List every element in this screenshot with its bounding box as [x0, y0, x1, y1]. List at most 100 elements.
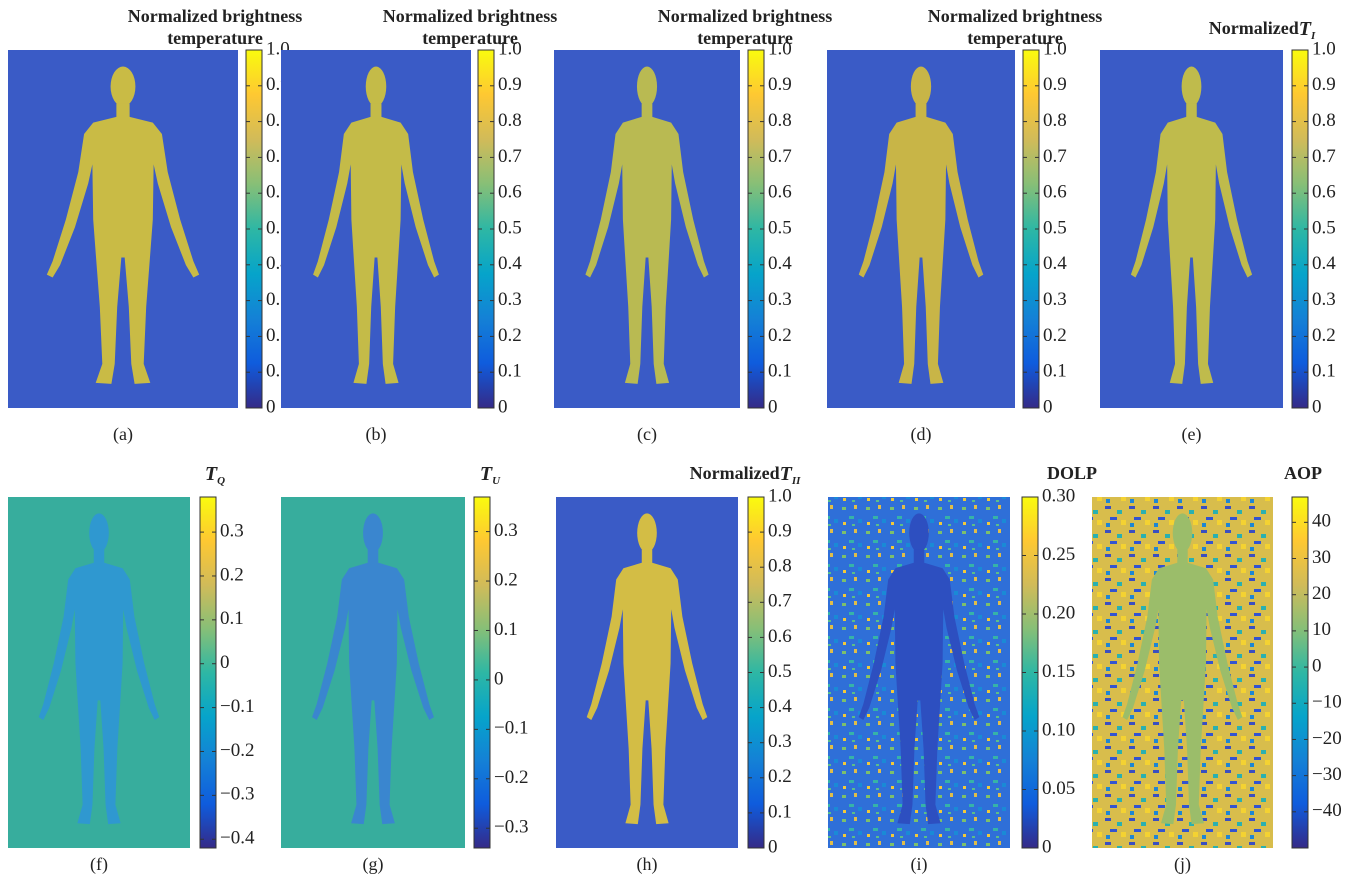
tick-label: 0.4	[1043, 253, 1067, 274]
tick-label: −0.4	[220, 828, 255, 849]
tick-label: 0.05	[1042, 778, 1075, 799]
panel-label: (b)	[366, 424, 387, 445]
tick-label: 0.2	[1312, 325, 1336, 346]
panel-title: Normalized brightness	[128, 6, 303, 26]
title-subscript: U	[492, 475, 501, 487]
tick-label: 0	[1042, 836, 1052, 857]
tick-label: 0.6	[768, 182, 792, 203]
figure: 00.10.20.30.40.50.60.70.80.91.0Normalize…	[0, 0, 1369, 881]
tick-label: 0.3	[768, 731, 792, 752]
tick-label: 0.4	[768, 696, 792, 717]
tick-label: 0	[1312, 655, 1322, 676]
tick-label: 0.6	[1043, 182, 1067, 203]
tick-label: 0.8	[498, 110, 522, 131]
tick-label: −0.1	[220, 696, 254, 717]
tick-label: 0.25	[1042, 544, 1075, 565]
panel-title: temperature	[967, 28, 1063, 48]
tick-label: 1.0	[1312, 38, 1336, 59]
tick-label: 0.1	[1043, 361, 1067, 382]
panel-title: temperature	[697, 28, 793, 48]
tick-label: 0.6	[1312, 182, 1336, 203]
panel-label: (e)	[1182, 424, 1202, 445]
tick-label: 0.4	[498, 253, 522, 274]
panel: 00.10.20.30.40.50.60.70.80.91.0Normalize…	[1100, 18, 1336, 446]
tick-label: 0	[220, 652, 230, 673]
tick-label: 0.7	[1043, 146, 1067, 167]
tick-label: −0.2	[494, 767, 528, 788]
tick-label: 0.1	[1312, 361, 1336, 382]
tick-label: −0.3	[220, 784, 254, 805]
tick-label: 0.5	[498, 217, 522, 238]
panel-label: (d)	[911, 424, 932, 445]
tick-label: 0.2	[768, 325, 792, 346]
tick-label: 0.8	[1312, 110, 1336, 131]
panel: 00.10.20.30.40.50.60.70.80.91.0Normalize…	[281, 6, 557, 445]
tick-label: 0.1	[768, 361, 792, 382]
panel-title: temperature	[422, 28, 518, 48]
panel-title: TQ	[205, 463, 225, 487]
panel-title: NormalizedTI	[1209, 18, 1316, 42]
panel-title: DOLP	[1047, 463, 1097, 483]
tick-label: −0.2	[220, 740, 254, 761]
tick-label: 0.3	[768, 289, 792, 310]
tick-label: −0.1	[494, 718, 528, 739]
tick-label: 0.1	[768, 801, 792, 822]
tick-label: 0.1	[494, 619, 518, 640]
title-text: Normalized	[1209, 18, 1299, 38]
tick-label: 0.15	[1042, 661, 1075, 682]
tick-label: 0.2	[498, 325, 522, 346]
tick-label: 0.9	[1043, 74, 1067, 95]
tick-label: 0	[1312, 396, 1322, 417]
tick-label: 0.7	[768, 591, 792, 612]
tick-label: 0.7	[768, 146, 792, 167]
tick-label: −30	[1312, 764, 1342, 785]
title-subscript: II	[791, 475, 801, 487]
tick-label: 0.10	[1042, 719, 1075, 740]
tick-label: 0.20	[1042, 602, 1075, 623]
panel-label: (c)	[637, 424, 657, 445]
tick-label: 0	[494, 668, 504, 689]
tick-label: 0.6	[768, 626, 792, 647]
tick-label: 0.5	[768, 661, 792, 682]
tick-label: 0.2	[768, 766, 792, 787]
panel-title: Normalized brightness	[658, 6, 833, 26]
colorbar	[1292, 497, 1308, 848]
panel-title: Normalized brightness	[383, 6, 558, 26]
tick-label: 0.5	[768, 217, 792, 238]
panel-title: Normalized brightness	[928, 6, 1103, 26]
title-text: Normalized	[690, 463, 780, 483]
tick-label: 0.2	[1043, 325, 1067, 346]
tick-label: 0.5	[1043, 217, 1067, 238]
panel-label: (j)	[1174, 854, 1191, 875]
tick-label: −0.3	[494, 817, 528, 838]
panel-label: (a)	[113, 424, 133, 445]
tick-label: 10	[1312, 619, 1331, 640]
panel-label: (i)	[911, 854, 928, 875]
tick-label: 1.0	[768, 485, 792, 506]
tick-label: 0.5	[1312, 217, 1336, 238]
panel-label: (g)	[363, 854, 384, 875]
tick-label: 40	[1312, 511, 1331, 532]
tick-label: 0.4	[768, 253, 792, 274]
title-symbol: T	[480, 463, 493, 485]
tick-label: 0	[266, 396, 276, 417]
panel: −0.4−0.3−0.2−0.100.10.20.3TQ(f)	[8, 463, 255, 876]
tick-label: 0	[1043, 396, 1053, 417]
tick-label: 0.9	[768, 74, 792, 95]
tick-label: 0.4	[1312, 253, 1336, 274]
title-symbol: T	[205, 463, 218, 485]
tick-label: 0.9	[768, 520, 792, 541]
tick-label: 0.8	[1043, 110, 1067, 131]
tick-label: 0.3	[498, 289, 522, 310]
tick-label: 0.6	[498, 182, 522, 203]
tick-label: 0.9	[1312, 74, 1336, 95]
tick-label: 0.30	[1042, 485, 1075, 506]
tick-label: 20	[1312, 583, 1331, 604]
tick-label: 0.3	[1043, 289, 1067, 310]
tick-label: 0.7	[498, 146, 522, 167]
panel-label: (h)	[637, 854, 658, 875]
tick-label: 0.9	[498, 74, 522, 95]
tick-label: −40	[1312, 800, 1342, 821]
tick-label: 0	[498, 396, 508, 417]
